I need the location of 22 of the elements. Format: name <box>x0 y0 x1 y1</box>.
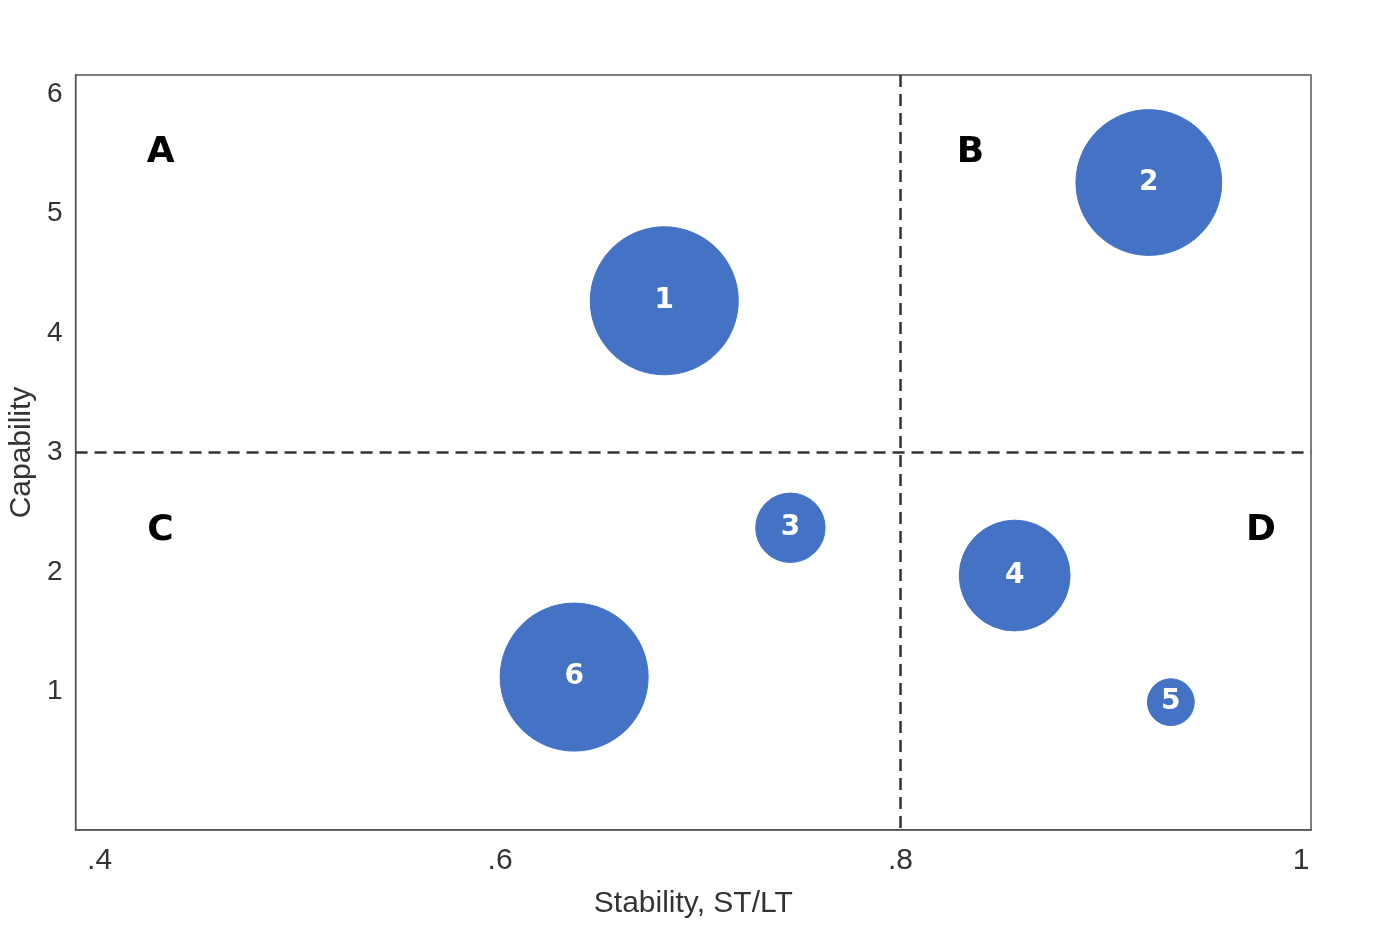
series-label: 4 <box>1004 556 1025 590</box>
y-tick-label: 3 <box>46 435 63 467</box>
y-axis-title: Capability <box>3 386 37 519</box>
x-tick-label: 1 <box>1292 842 1310 876</box>
x-axis-title: Stability, ST/LT <box>593 885 793 919</box>
y-tick-label: 2 <box>46 554 63 586</box>
x-tick-label: .6 <box>487 842 513 876</box>
series-label: 5 <box>1161 683 1181 717</box>
x-tick-label: .8 <box>888 842 914 876</box>
series-label: 1 <box>654 282 674 316</box>
y-tick-label: 1 <box>46 674 63 706</box>
annotation: C <box>147 506 174 548</box>
y-tick-label: 6 <box>46 76 63 108</box>
series-label: 6 <box>564 658 584 692</box>
annotation: D <box>1246 506 1276 548</box>
x-tick-label: .4 <box>87 842 113 876</box>
annotation: B <box>956 129 985 171</box>
series-label: 3 <box>780 509 801 543</box>
annotation: A <box>146 129 175 171</box>
y-tick-label: 4 <box>46 315 63 347</box>
series-label: 2 <box>1139 163 1159 197</box>
y-tick-label: 5 <box>46 196 63 228</box>
